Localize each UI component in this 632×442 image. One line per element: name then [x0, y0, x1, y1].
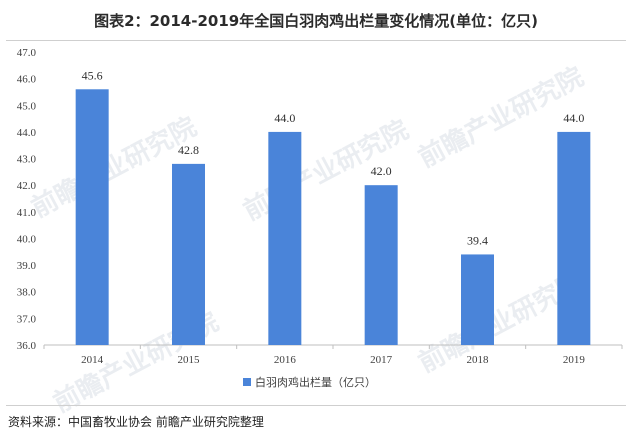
- y-tick-label: 42.0: [17, 180, 37, 192]
- x-tick-label: 2019: [563, 354, 586, 366]
- y-tick-label: 36.0: [17, 340, 37, 352]
- bar-2016: [268, 131, 302, 345]
- source-note: 资料来源：中国畜牧业协会 前瞻产业研究院整理: [8, 415, 264, 429]
- y-tick-label: 40.0: [17, 233, 37, 245]
- y-tick-label: 38.0: [17, 287, 37, 299]
- bar-2015: [172, 163, 205, 345]
- chart-title: 图表2：2014-2019年全国白羽肉鸡出栏量变化情况(单位：亿只): [94, 12, 538, 30]
- data-label: 42.0: [371, 164, 392, 178]
- bar-2014: [75, 89, 109, 345]
- source-divider: [6, 405, 626, 406]
- legend-swatch: [243, 378, 251, 386]
- x-tick-label: 2016: [274, 354, 297, 366]
- title-divider: [6, 40, 626, 41]
- data-label: 39.4: [467, 233, 488, 247]
- y-tick-label: 37.0: [17, 313, 37, 325]
- y-tick-label: 39.0: [17, 260, 37, 272]
- x-tick-label: 2015: [178, 354, 201, 366]
- data-label: 44.0: [563, 111, 584, 125]
- x-tick-label: 2017: [370, 354, 393, 366]
- bar-2017: [364, 185, 398, 345]
- y-tick-label: 41.0: [17, 207, 37, 219]
- data-label: 44.0: [274, 111, 295, 125]
- bar-2018: [461, 254, 494, 345]
- data-label: 42.8: [178, 143, 199, 157]
- x-tick-label: 2018: [467, 354, 490, 366]
- y-tick-label: 44.0: [17, 127, 37, 139]
- legend-label: 白羽肉鸡出栏量（亿只）: [255, 375, 376, 389]
- bar-2019: [557, 131, 591, 345]
- x-tick-label: 2014: [81, 354, 104, 366]
- y-tick-label: 47.0: [17, 47, 37, 59]
- y-tick-label: 45.0: [17, 100, 37, 112]
- data-label: 45.6: [82, 68, 103, 82]
- y-tick-label: 46.0: [17, 74, 37, 86]
- y-tick-label: 43.0: [17, 154, 37, 166]
